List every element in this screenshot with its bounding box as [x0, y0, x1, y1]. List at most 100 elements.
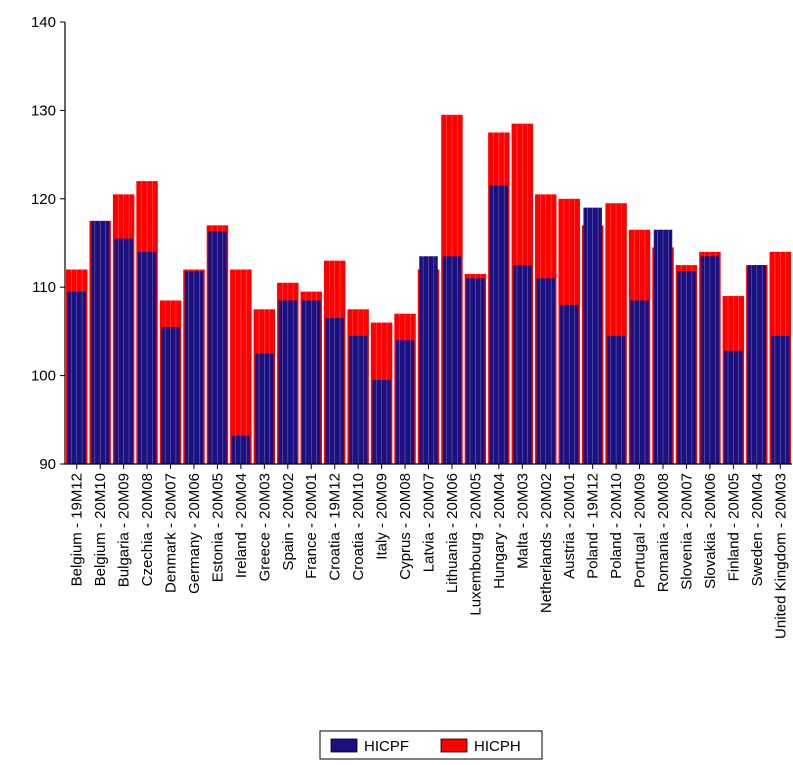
- x-category-label: Slovakia - 20M06: [702, 473, 719, 589]
- bar-hicpf: [90, 220, 110, 464]
- bar-hicpf: [348, 335, 368, 464]
- category-bar-group: [652, 229, 674, 464]
- bar-hicpf: [114, 238, 133, 464]
- bar-hicpf: [372, 380, 391, 464]
- bar-hicpf: [677, 271, 696, 464]
- bar-hicpf: [231, 435, 251, 464]
- category-bar-group: [66, 269, 88, 464]
- bar-hicpf: [559, 304, 579, 464]
- bar-hicpf: [208, 231, 227, 464]
- category-bar-group: [206, 225, 229, 464]
- category-bar-group: [628, 229, 651, 464]
- category-bar-group: [441, 114, 463, 464]
- bar-hicpf: [653, 229, 673, 464]
- bar-hicpf: [278, 300, 298, 464]
- category-bar-group: [230, 269, 252, 464]
- x-category-label: Germany - 20M06: [186, 473, 203, 594]
- category-bar-group: [112, 194, 135, 464]
- category-bar-group: [581, 207, 604, 464]
- bar-hicpf: [325, 318, 344, 464]
- x-category-label: Portugal - 20M09: [632, 473, 649, 588]
- category-bar-group: [605, 203, 627, 464]
- bar-hicpf: [419, 256, 438, 464]
- bar-hicpf: [395, 340, 415, 464]
- bar-hicpf: [161, 326, 180, 464]
- x-category-label: Croatia - 20M10: [350, 473, 367, 581]
- x-category-label: Slovenia - 20M07: [678, 473, 695, 590]
- category-bar-group: [722, 296, 745, 464]
- bar-hicpf: [630, 300, 649, 464]
- x-category-label: Belgium - 20M10: [92, 473, 109, 586]
- x-category-label: Denmark - 20M07: [163, 473, 180, 593]
- x-category-label: Malta - 20M03: [514, 473, 531, 569]
- x-category-label: United Kingdom - 20M03: [772, 473, 789, 639]
- x-category-label: Bulgaria - 20M09: [116, 473, 133, 587]
- bars-layer: [66, 114, 791, 465]
- bar-hicpf: [606, 335, 626, 464]
- bar-hicpf: [700, 256, 720, 464]
- x-category-label: Greece - 20M03: [256, 473, 273, 581]
- legend: HICPF HICPH: [319, 730, 543, 760]
- bar-hicpf: [513, 265, 532, 464]
- bar-hicpf: [67, 291, 86, 464]
- category-bar-group: [769, 251, 791, 464]
- category-bar-group: [183, 269, 205, 464]
- category-bar-group: [89, 220, 111, 464]
- legend-label-hicph: HICPH: [474, 738, 521, 755]
- bar-hicpf: [137, 251, 157, 464]
- category-bar-group: [746, 265, 768, 464]
- y-tick-label: 120: [31, 191, 56, 208]
- bar-hicpf: [442, 256, 462, 464]
- bar-hicpf: [184, 271, 204, 464]
- category-bar-group: [699, 251, 721, 464]
- x-category-label: Italy - 20M09: [374, 473, 391, 560]
- bar-hicpf: [536, 278, 555, 464]
- category-bar-group: [394, 313, 416, 464]
- x-category-label: Sweden - 20M04: [749, 473, 766, 586]
- bar-hicpf: [583, 207, 602, 464]
- bar-hicpf: [489, 185, 509, 465]
- category-bar-group: [277, 282, 299, 464]
- category-bar-group: [323, 260, 346, 464]
- x-category-label: Czechia - 20M08: [139, 473, 156, 586]
- x-category-label: Croatia - 19M12: [327, 473, 344, 581]
- category-bar-group: [535, 194, 557, 464]
- bar-hicpf: [302, 300, 321, 464]
- bar-hicph: [230, 269, 252, 464]
- legend-swatch-hicpf: [330, 738, 358, 753]
- category-bar-group: [511, 123, 534, 464]
- category-bar-group: [300, 291, 322, 464]
- x-ticks: Belgium - 19M12 Belgium - 20M10 Bulgaria -…: [69, 464, 789, 639]
- category-bar-group: [370, 322, 393, 464]
- x-category-label: Spain - 20M02: [280, 473, 297, 571]
- bar-hicpf: [747, 265, 767, 464]
- x-category-label: Estonia - 20M05: [209, 473, 226, 582]
- x-category-label: Luxembourg - 20M05: [467, 473, 484, 616]
- category-bar-group: [675, 265, 698, 464]
- category-bar-group: [159, 300, 182, 464]
- legend-swatch-hicph: [440, 738, 468, 753]
- y-tick-label: 110: [32, 279, 56, 296]
- x-category-label: Poland - 20M10: [608, 473, 625, 579]
- y-tick-label: 130: [31, 102, 56, 119]
- y-ticks: 90 100 110 120 130 140: [31, 14, 65, 473]
- x-category-label: Finland - 20M05: [725, 473, 742, 581]
- bar-hicpf: [255, 353, 274, 464]
- x-category-label: Hungary - 20M04: [491, 473, 508, 589]
- x-category-label: Netherlands - 20M02: [538, 473, 555, 613]
- bar-hicpf: [724, 350, 743, 464]
- legend-label-hicpf: HICPF: [364, 738, 409, 755]
- category-bar-group: [136, 181, 158, 464]
- category-bar-group: [347, 309, 369, 464]
- category-bar-group: [253, 309, 276, 464]
- x-category-label: Lithuania - 20M06: [444, 473, 461, 593]
- y-tick-label: 100: [31, 368, 56, 385]
- y-tick-label: 140: [31, 14, 56, 31]
- x-category-label: Austria - 20M01: [561, 473, 578, 579]
- bar-hicpf: [771, 335, 790, 464]
- x-category-label: Latvia - 20M07: [421, 473, 438, 572]
- category-bar-group: [488, 132, 510, 465]
- x-category-label: Ireland - 20M04: [233, 473, 250, 578]
